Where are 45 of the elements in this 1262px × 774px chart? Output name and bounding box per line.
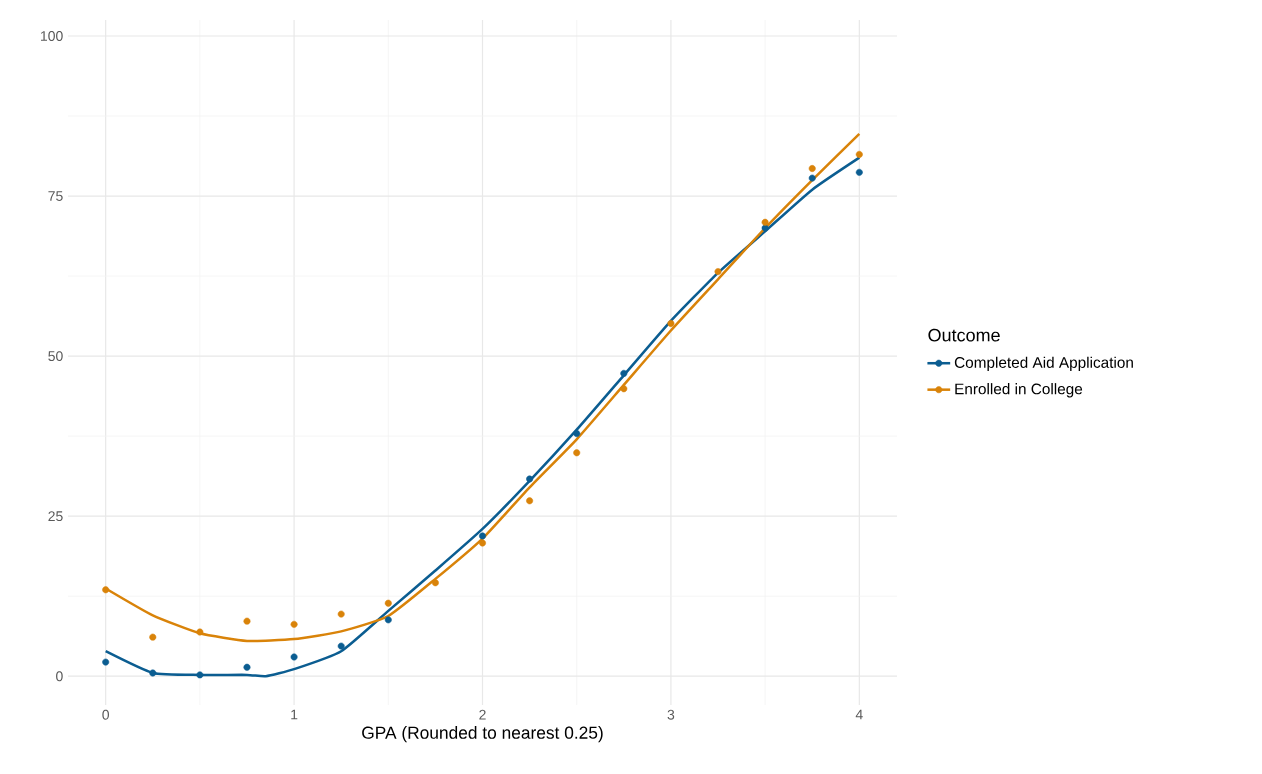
point (714, 268, 722, 276)
point (337, 642, 345, 650)
point (384, 616, 392, 624)
point (526, 475, 534, 483)
point (479, 539, 486, 547)
x-tick-label: 3 (667, 709, 675, 720)
point (196, 671, 204, 679)
point (243, 617, 251, 625)
point (149, 669, 157, 677)
point (761, 218, 769, 226)
point (855, 150, 863, 158)
y-tick-label: 75 (48, 191, 63, 201)
point (526, 497, 534, 505)
point (808, 165, 816, 172)
point (196, 628, 204, 636)
point (808, 174, 816, 182)
legend-title: Outcome (928, 328, 1000, 342)
point (667, 319, 675, 327)
point (290, 653, 298, 661)
y-tick-label: 100 (41, 31, 63, 41)
x-tick-label: 2 (479, 709, 486, 720)
point (102, 586, 110, 594)
legend-label: Completed Aid Application (954, 356, 1133, 371)
x-tick-label: 4 (855, 709, 863, 720)
point (337, 610, 345, 618)
point (431, 579, 439, 587)
point (290, 620, 298, 628)
point (102, 658, 110, 666)
y-tick-label: 50 (48, 351, 63, 362)
point (573, 449, 581, 457)
point (149, 633, 157, 641)
x-tick-label: 1 (291, 709, 298, 720)
x-axis-title: GPA (Rounded to nearest 0.25) (362, 726, 603, 743)
point (479, 532, 486, 540)
point (620, 385, 628, 393)
point (384, 599, 392, 607)
x-tick-label: 0 (102, 709, 110, 720)
point (761, 224, 769, 232)
point (620, 369, 628, 377)
point (573, 430, 581, 438)
y-tick-label: 0 (56, 671, 63, 682)
point (855, 168, 863, 176)
point (243, 663, 251, 671)
legend-label: Enrolled in College (955, 383, 1083, 398)
y-tick-label: 25 (48, 511, 63, 522)
